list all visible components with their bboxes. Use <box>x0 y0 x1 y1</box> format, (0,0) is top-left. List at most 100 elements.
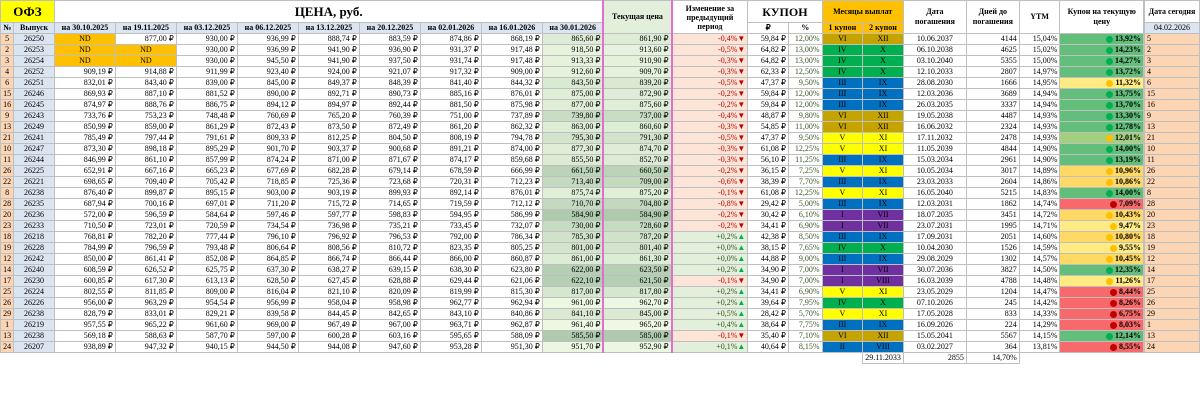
price-cell[interactable]: 588,09 ₽ <box>480 330 543 342</box>
month1-cell[interactable]: V <box>821 187 864 199</box>
month1-cell[interactable]: III <box>821 77 864 89</box>
price-cell[interactable]: 901,70 ₽ <box>236 143 299 155</box>
coupon-rub-cell[interactable]: 28,42 ₽ <box>747 308 789 320</box>
month2-cell[interactable]: VII <box>862 264 904 276</box>
issue-cell[interactable]: 26238 <box>13 308 55 320</box>
issue-cell[interactable]: 26235 <box>13 198 55 210</box>
row-number[interactable]: 6 <box>0 77 15 89</box>
month1-cell[interactable]: IV <box>821 66 864 78</box>
coupon-rub-cell[interactable]: 62,33 ₽ <box>747 66 789 78</box>
empty-cell[interactable] <box>603 353 671 364</box>
empty-cell[interactable] <box>542 353 603 364</box>
price-cell[interactable]: 873,50 ₽ <box>297 121 360 133</box>
change-cell[interactable]: -0,3%▼ <box>671 55 749 67</box>
price-cell[interactable]: 965,22 ₽ <box>114 319 177 331</box>
price-cell[interactable]: 931,74 ₽ <box>419 55 482 67</box>
current-price-cell[interactable]: 861,30 ₽ <box>602 253 673 265</box>
coupon-pct-cell[interactable]: 7,75% <box>787 319 823 331</box>
empty-cell[interactable] <box>54 353 115 364</box>
empty-cell[interactable] <box>298 353 359 364</box>
price-cell[interactable]: 736,98 ₽ <box>297 220 360 232</box>
row-number[interactable]: 28 <box>0 198 15 210</box>
right-row-number[interactable]: 11 <box>1144 154 1200 166</box>
price-cell[interactable]: 720,31 ₽ <box>419 176 482 188</box>
coupon-pct-cell[interactable]: 13,00% <box>787 44 823 56</box>
price-cell[interactable]: 861,41 ₽ <box>114 253 177 265</box>
coupon-rub-cell[interactable]: 29,42 ₽ <box>747 198 789 210</box>
row-number[interactable]: 12 <box>0 253 15 265</box>
price-cell[interactable]: 890,73 ₽ <box>358 88 421 100</box>
current-price-cell[interactable]: 621,50 ₽ <box>602 275 673 287</box>
current-price-cell[interactable]: 965,20 ₽ <box>602 319 673 331</box>
price-cell[interactable]: 732,07 ₽ <box>480 220 543 232</box>
price-cell[interactable]: 962,87 ₽ <box>480 319 543 331</box>
price-cell[interactable]: 881,50 ₽ <box>419 99 482 111</box>
price-cell[interactable]: 713,40 ₽ <box>541 176 604 188</box>
price-cell[interactable]: 796,92 ₽ <box>297 231 360 243</box>
coupon-price-cell[interactable]: 13,30% <box>1059 110 1144 122</box>
price-cell[interactable]: 861,20 ₽ <box>419 121 482 133</box>
right-row-number[interactable]: 15 <box>1144 88 1200 100</box>
price-cell[interactable]: 859,68 ₽ <box>480 154 543 166</box>
price-cell[interactable]: 877,00 ₽ <box>114 33 177 45</box>
change-cell[interactable]: +0,2%▲ <box>671 286 749 298</box>
current-price-cell[interactable]: 861,90 ₽ <box>602 33 673 45</box>
price-cell[interactable]: 613,13 ₽ <box>175 275 238 287</box>
month1-cell[interactable]: III <box>821 99 864 111</box>
price-cell[interactable]: 899,87 ₽ <box>114 187 177 199</box>
price-cell[interactable]: 911,99 ₽ <box>175 66 238 78</box>
change-cell[interactable]: -0,1%▼ <box>671 330 749 342</box>
month1-cell[interactable]: VI <box>821 121 864 133</box>
row-number[interactable]: 23 <box>0 220 15 232</box>
price-cell[interactable]: 956,99 ₽ <box>236 297 299 309</box>
price-cell[interactable]: 625,75 ₽ <box>175 264 238 276</box>
price-cell[interactable]: 628,50 ₽ <box>236 275 299 287</box>
change-cell[interactable]: +0,0%▲ <box>671 242 749 254</box>
current-price-cell[interactable]: 737,00 ₽ <box>602 110 673 122</box>
price-cell[interactable]: 862,32 ₽ <box>480 121 543 133</box>
days-cell[interactable]: 1666 <box>965 77 1020 89</box>
coupon-pct-cell[interactable]: 6,90% <box>787 286 823 298</box>
coupon-pct-cell[interactable]: 6,10% <box>787 209 823 221</box>
month1-cell[interactable]: IV <box>821 44 864 56</box>
today-value[interactable]: 04.02.2026 <box>1144 22 1200 34</box>
maturity-cell[interactable]: 26.03.2035 <box>902 99 967 111</box>
price-cell[interactable]: 600,28 ₽ <box>297 330 360 342</box>
price-cell[interactable]: 891,21 ₽ <box>419 143 482 155</box>
issue-cell[interactable]: 26244 <box>13 154 55 166</box>
maturity-cell[interactable]: 18.07.2035 <box>902 209 967 221</box>
price-cell[interactable]: 725,36 ₽ <box>297 176 360 188</box>
col-issue-header[interactable]: Выпуск <box>13 22 55 34</box>
date-header[interactable]: на 20.12.2025 <box>358 22 421 34</box>
price-cell[interactable]: 947,60 ₽ <box>358 341 421 353</box>
price-cell[interactable]: 594,95 ₽ <box>419 209 482 221</box>
maturity-cell[interactable]: 06.10.2038 <box>902 44 967 56</box>
price-cell[interactable]: 888,74 ₽ <box>297 33 360 45</box>
coupon-pct-cell[interactable]: 12,00% <box>787 99 823 111</box>
change-cell[interactable]: -0,2%▼ <box>671 88 749 100</box>
current-price-cell[interactable]: 952,90 ₽ <box>602 341 673 353</box>
price-cell[interactable]: 679,14 ₽ <box>358 165 421 177</box>
price-cell[interactable]: 587,70 ₽ <box>175 330 238 342</box>
price-cell[interactable]: 940,15 ₽ <box>175 341 238 353</box>
change-cell[interactable]: +0,2%▲ <box>671 264 749 276</box>
price-cell[interactable]: 712,23 ₽ <box>480 176 543 188</box>
price-cell[interactable]: 584,64 ₽ <box>175 209 238 221</box>
today-header[interactable]: Дата сегодня <box>1144 0 1200 23</box>
issue-cell[interactable]: 26251 <box>13 77 55 89</box>
price-cell[interactable]: 848,39 ₽ <box>358 77 421 89</box>
current-price-cell[interactable]: 787,20 ₽ <box>602 231 673 243</box>
coupon-price-header[interactable]: Купон на текущую цену <box>1059 0 1144 34</box>
row-number[interactable]: 18 <box>0 231 15 243</box>
days-cell[interactable]: 2051 <box>965 231 1020 243</box>
coupon-pct-cell[interactable]: 7,65% <box>787 242 823 254</box>
change-cell[interactable]: -0,3%▼ <box>671 121 749 133</box>
right-row-number[interactable]: 2 <box>1144 44 1200 56</box>
coupon-price-cell[interactable]: 13,72% <box>1059 66 1144 78</box>
price-cell[interactable]: 866,44 ₽ <box>358 253 421 265</box>
month2-cell[interactable]: X <box>862 242 904 254</box>
current-price-cell[interactable]: 875,60 ₽ <box>602 99 673 111</box>
right-row-number[interactable]: 10 <box>1144 143 1200 155</box>
right-row-number[interactable]: 4 <box>1144 66 1200 78</box>
date-header[interactable]: на 16.01.2026 <box>480 22 543 34</box>
